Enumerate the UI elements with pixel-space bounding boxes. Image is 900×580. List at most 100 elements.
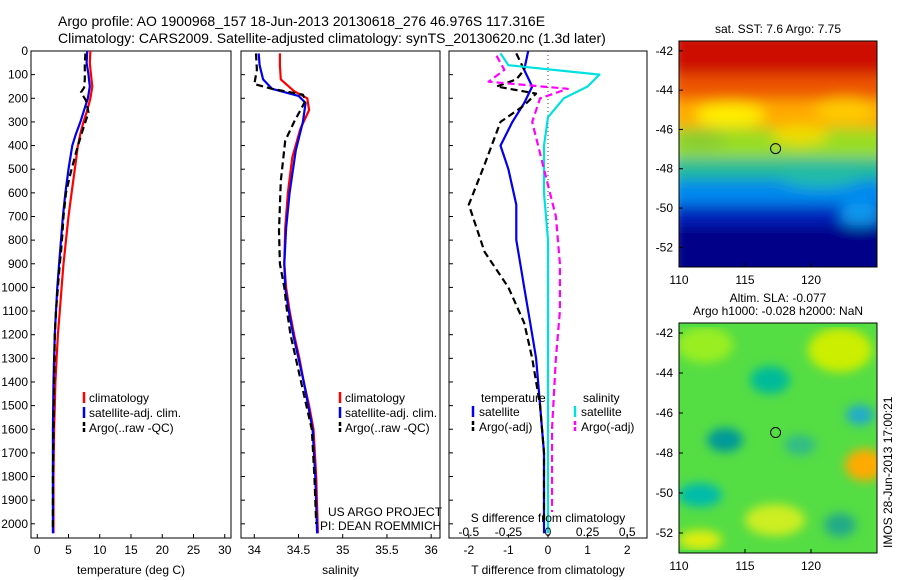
salinity-legend-label: satellite-adj. clim.: [345, 406, 437, 420]
temperature-ytick-label: 1700: [1, 446, 28, 460]
sst-map-ytick-label: -42: [656, 44, 674, 58]
sla-map-xtick-label: 120: [801, 559, 821, 573]
temperature-xtick-label: 15: [124, 543, 138, 557]
difference-xtick-label: 0: [545, 543, 552, 557]
figure-title: Argo profile: AO 1900968_157 18-Jun-2013…: [58, 13, 545, 29]
salinity-xtick-label: 35: [336, 543, 350, 557]
sst-map-ytick-label: -52: [656, 240, 674, 254]
salinity-series-argo-raw-qc-: [253, 53, 318, 524]
salinity-legend-label: Argo(..raw -QC): [345, 421, 430, 435]
difference-top-tick-label: 0: [545, 525, 552, 539]
sst-map-xtick-label: 120: [801, 273, 821, 287]
temperature-series-climatology: [52, 50, 94, 534]
temperature-ytick-label: 100: [8, 68, 28, 82]
salinity-xlabel: salinity: [322, 563, 359, 577]
temperature-ytick-label: 1200: [1, 328, 28, 342]
temperature-ytick-label: 500: [8, 162, 28, 176]
temperature-xtick-label: 25: [187, 543, 201, 557]
difference-series-temperature-argo-adj-: [467, 52, 546, 524]
difference-legend-header: temperature: [481, 391, 546, 405]
temperature-ytick-label: 1500: [1, 399, 28, 413]
temperature-ytick-label: 1800: [1, 470, 28, 484]
sla-map-xtick-label: 110: [669, 559, 688, 573]
temperature-ytick-label: 900: [8, 257, 28, 271]
difference-legend-header: salinity: [583, 391, 620, 405]
temperature-ytick-label: 200: [8, 91, 28, 105]
temperature-ytick-label: 1600: [1, 422, 28, 436]
temperature-xtick-label: 10: [93, 543, 107, 557]
temperature-ytick-label: 800: [8, 233, 28, 247]
sst-map-frame: [678, 40, 878, 268]
temperature-ytick-label: 1000: [1, 280, 28, 294]
sla-map-ytick-label: -46: [656, 406, 674, 420]
temperature-legend-label: climatology: [89, 391, 149, 405]
difference-series-salinity-satellite: [499, 52, 601, 534]
salinity-frame: [240, 50, 441, 539]
difference-legend-label: satellite: [581, 405, 622, 419]
salinity-series-satellite-adj-clim-: [257, 53, 319, 534]
temperature-ytick-label: 400: [8, 139, 28, 153]
salinity-xtick-label: 36: [424, 543, 438, 557]
temperature-legend-label: Argo(..raw -QC): [89, 421, 174, 435]
sst-map-xtick-label: 110: [669, 273, 688, 287]
difference-series-salinity-argo-adj-: [487, 55, 569, 512]
difference-legend-label: Argo(-adj): [479, 420, 532, 434]
difference-legend-label: satellite: [479, 405, 520, 419]
temperature-xlabel: temperature (deg C): [77, 563, 185, 577]
temperature-ytick-label: 1100: [2, 304, 28, 318]
temperature-xtick-label: 5: [65, 543, 72, 557]
temperature-ytick-label: 1400: [1, 375, 28, 389]
temperature-xtick-label: 20: [156, 543, 170, 557]
sst-map-xtick-label: 115: [735, 273, 754, 287]
sla-map-ytick-label: -48: [656, 446, 674, 460]
sla-map-xtick-label: 115: [735, 559, 754, 573]
difference-top-tick-label: -0.5: [458, 525, 479, 539]
salinity-xtick-label: 34.5: [287, 543, 311, 557]
sst-map-title: sat. SST: 7.6 Argo: 7.75: [715, 22, 841, 36]
sst-map-argo-location-marker: [770, 143, 782, 155]
sla-map-ytick-label: -52: [656, 526, 674, 540]
difference-top-xlabel: S difference from climatology: [471, 511, 626, 525]
sla-map-image: [679, 323, 877, 553]
difference-xtick-label: -1: [503, 543, 514, 557]
timestamp-label: IMOS 28-Jun-2013 17:00:21: [881, 396, 895, 548]
temperature-ytick-label: 0: [21, 44, 28, 58]
pi-credit: PI: DEAN ROEMMICH: [320, 519, 441, 533]
difference-top-tick-label: -0.25: [495, 525, 523, 539]
difference-xlabel: T difference from climatology: [471, 563, 625, 577]
sla-map-ytick-label: -42: [656, 326, 674, 340]
difference-xtick-label: 1: [584, 543, 591, 557]
temperature-ytick-label: 1900: [1, 493, 28, 507]
sst-map-ytick-label: -48: [656, 162, 674, 176]
sst-map-ytick-label: -44: [656, 83, 674, 97]
temperature-xtick-label: 0: [34, 543, 41, 557]
sla-map-frame: [678, 322, 878, 554]
temperature-ytick-label: 600: [8, 186, 28, 200]
salinity-xtick-label: 35.5: [375, 543, 399, 557]
sla-map-title: Argo h1000: -0.028 h2000: NaN: [693, 304, 863, 318]
temperature-xtick-label: 30: [218, 543, 232, 557]
difference-top-tick-label: 0.25: [576, 525, 600, 539]
charts-layer: 0100200300400500600700800900100011001200…: [1, 22, 878, 577]
difference-xtick-label: 2: [624, 543, 631, 557]
sla-map-argo-location-marker: [770, 427, 782, 439]
temperature-series-argo-raw-qc-: [51, 53, 90, 529]
temperature-legend-label: satellite-adj. clim.: [89, 406, 181, 420]
difference-xtick-label: -2: [463, 543, 474, 557]
temperature-ytick-label: 2000: [1, 517, 28, 531]
difference-legend-label: Argo(-adj): [581, 420, 634, 434]
sst-map-image: [679, 41, 877, 267]
sst-map-ytick-label: -46: [656, 122, 674, 136]
sla-map-ytick-label: -44: [656, 366, 674, 380]
project-credit: US ARGO PROJECT: [328, 505, 443, 519]
salinity-legend-label: climatology: [345, 391, 405, 405]
figure-subtitle: Climatology: CARS2009. Satellite-adjuste…: [58, 30, 606, 46]
sst-map-ytick-label: -50: [656, 201, 674, 215]
difference-top-tick-label: 0.5: [619, 525, 636, 539]
salinity-xtick-label: 34: [248, 543, 262, 557]
temperature-ytick-label: 700: [8, 209, 28, 223]
sla-map-ytick-label: -50: [656, 486, 674, 500]
sla-map-title: Altim. SLA: -0.077: [730, 291, 827, 305]
difference-series-temperature-satellite: [499, 50, 546, 534]
